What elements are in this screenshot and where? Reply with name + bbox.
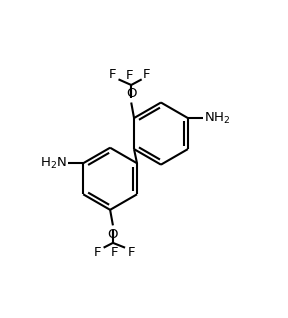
Text: F: F [109,68,117,81]
Text: F: F [94,246,101,259]
Text: O: O [108,228,118,241]
Text: F: F [128,246,135,259]
Text: F: F [111,246,118,259]
Text: F: F [126,69,134,82]
Text: O: O [126,87,137,100]
Text: F: F [143,68,151,81]
Text: H$_2$N: H$_2$N [40,156,67,171]
Text: NH$_2$: NH$_2$ [204,110,230,126]
